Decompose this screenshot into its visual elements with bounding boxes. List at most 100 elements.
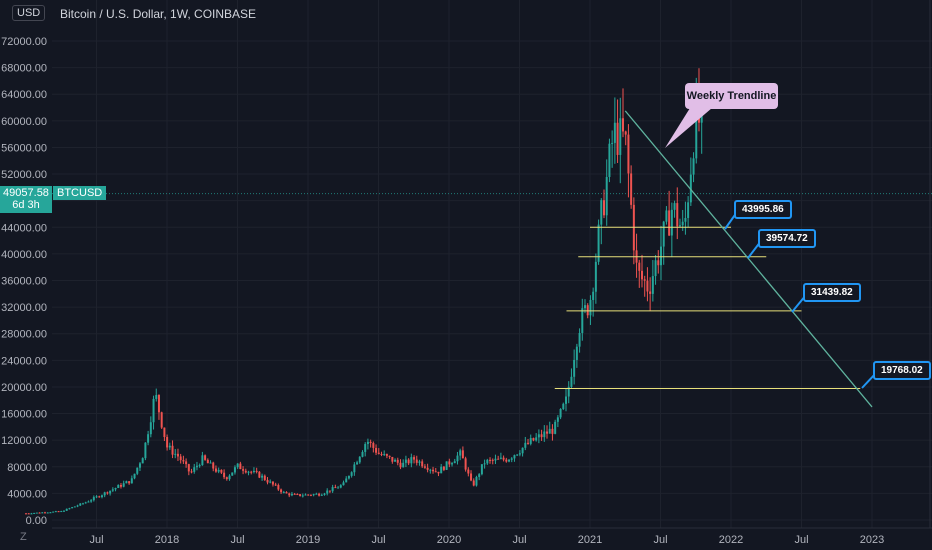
support-callout-2[interactable]: 39574.72 <box>758 229 816 248</box>
candle-body <box>125 481 128 484</box>
candle-body <box>662 221 665 247</box>
y-tick-label: 68000.00 <box>1 63 47 75</box>
candle-body <box>133 473 136 479</box>
support-callout-3[interactable]: 31439.82 <box>803 283 861 302</box>
candle-body <box>445 461 448 470</box>
weekly-trendline <box>624 110 873 408</box>
candle-body <box>225 477 228 480</box>
candle-body <box>551 428 554 434</box>
candle-body <box>540 434 543 438</box>
candle-body <box>684 217 687 222</box>
x-tick-label: 2018 <box>155 534 179 546</box>
candle-body <box>499 457 502 459</box>
candle-body <box>76 505 79 507</box>
candle-body <box>92 497 95 501</box>
candle-body <box>73 506 76 508</box>
candle-body <box>204 455 207 460</box>
candle-body <box>584 305 587 309</box>
candle-body <box>111 489 114 491</box>
y-tick-label: 60000.00 <box>1 116 47 128</box>
candle-body <box>214 468 217 472</box>
candle-body <box>347 475 350 479</box>
zoom-icon[interactable]: Z <box>20 531 27 543</box>
candle-body <box>516 454 519 456</box>
candle-body <box>95 496 98 498</box>
support-callout-1[interactable]: 43995.86 <box>734 200 792 219</box>
candle-body <box>399 462 402 468</box>
candle-body <box>228 475 231 480</box>
candle-body <box>494 458 497 461</box>
candle-body <box>369 441 372 444</box>
trendline-note[interactable]: Weekly Trendline <box>685 83 778 109</box>
candle-body <box>160 412 163 428</box>
candle-body <box>453 461 456 464</box>
candle-body <box>415 459 418 463</box>
candle-body <box>603 200 606 216</box>
candle-body <box>236 463 239 468</box>
candle-body <box>54 511 57 513</box>
candle-body <box>155 394 158 399</box>
candle-body <box>35 512 38 514</box>
candle-body <box>510 458 513 460</box>
support-callout-4[interactable]: 19768.02 <box>873 361 931 380</box>
candle-body <box>71 507 74 509</box>
candle-body <box>90 500 93 502</box>
candle-body <box>448 461 451 465</box>
candle-body <box>668 210 671 236</box>
candle-body <box>103 492 106 496</box>
candle-body <box>597 224 600 262</box>
candle-body <box>339 485 342 488</box>
x-tick-label: 2020 <box>437 534 461 546</box>
candle-body <box>185 461 188 465</box>
candle-body <box>502 457 505 460</box>
candle-body <box>413 457 416 460</box>
x-tick-label: Jul <box>512 534 526 546</box>
candle-body <box>65 508 68 511</box>
candle-body <box>605 177 608 216</box>
candle-body <box>38 512 41 514</box>
candle-body <box>678 225 681 227</box>
candle-body <box>285 492 288 494</box>
candle-body <box>323 493 326 495</box>
candle-body <box>52 511 55 513</box>
candle-body <box>141 458 144 464</box>
candle-body <box>404 459 407 463</box>
candle-body <box>442 466 445 470</box>
candle-body <box>217 469 220 472</box>
candle-body <box>350 472 353 476</box>
symbol-tag: BTCUSD <box>53 186 107 200</box>
candle-body <box>114 487 117 490</box>
candle-body <box>621 118 624 132</box>
candle-body <box>613 122 616 143</box>
candle-body <box>434 471 437 473</box>
candle-body <box>665 210 668 222</box>
candle-body <box>383 454 386 456</box>
candle-body <box>277 485 280 490</box>
candle-body <box>432 469 435 472</box>
y-tick-label: 64000.00 <box>1 89 47 101</box>
candle-body <box>692 158 695 175</box>
candle-body <box>578 332 581 347</box>
trendline-note-pointer <box>665 108 712 148</box>
candle-body <box>49 512 52 514</box>
candle-body <box>198 465 201 467</box>
candle-body <box>193 467 196 472</box>
currency-badge[interactable]: USD <box>12 5 46 21</box>
symbol-title: Bitcoin / U.S. Dollar, 1W, COINBASE <box>60 7 257 21</box>
candle-body <box>147 434 150 443</box>
candle-body <box>619 118 622 155</box>
candle-body <box>575 346 578 360</box>
candle-body <box>546 431 549 434</box>
candle-body <box>366 441 369 445</box>
x-tick-label: 2019 <box>296 534 320 546</box>
x-tick-label: 2022 <box>719 534 743 546</box>
candle-body <box>681 221 684 226</box>
candle-body <box>269 481 272 483</box>
candle-body <box>84 502 87 504</box>
candle-body <box>98 496 101 498</box>
candle-body <box>206 459 209 464</box>
candle-body <box>261 475 264 478</box>
candle-body <box>242 469 245 471</box>
y-tick-label: 0.00 <box>26 515 47 527</box>
